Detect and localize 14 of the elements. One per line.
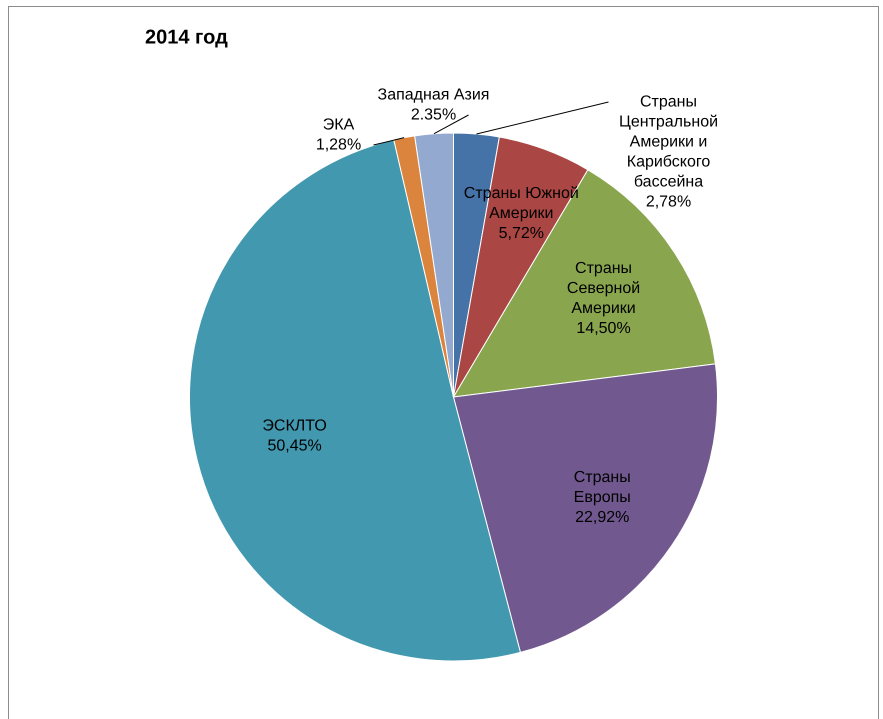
data-label: 5,72% [498,225,544,242]
data-label: 1,28% [316,136,362,154]
data-label: 14,50% [576,320,631,337]
data-label: 50,45% [267,438,322,455]
slice-label: Страны Северной Америки [566,260,640,317]
data-label: 22,92% [575,508,630,526]
slice-label: Страны Центральной Америки и Карибского бассейна [618,93,718,190]
slice-label: ЭКА [322,116,355,134]
slice-label: Страны Европы [574,468,631,506]
chart-title: 2014 год [145,26,228,49]
data-label: 2.35% [410,106,456,124]
slice-label: ЭСКЛТО [262,418,327,435]
slice-label: Западная Азия [378,86,490,104]
data-label: 2,78% [646,193,692,210]
